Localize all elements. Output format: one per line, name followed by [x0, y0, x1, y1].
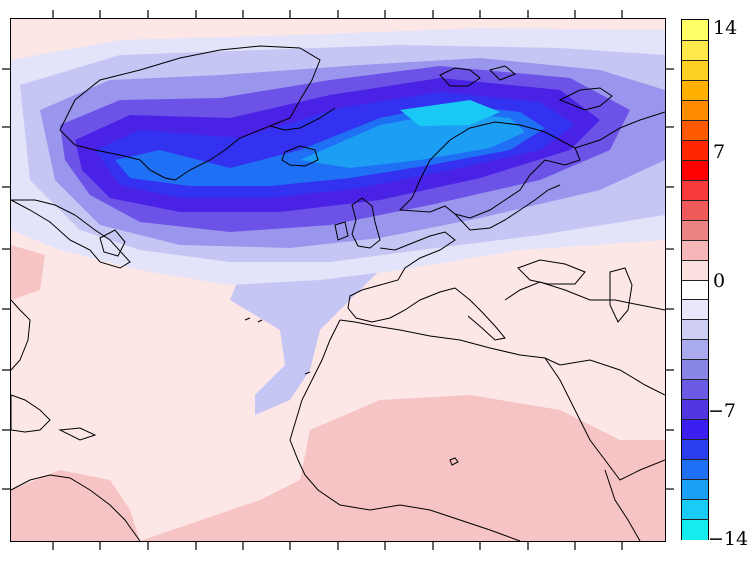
coast-novaya-zemlya	[558, 87, 613, 111]
colorbar-segment	[682, 279, 708, 301]
coast-north-america	[11, 199, 131, 269]
coast-balkans-turkey	[504, 281, 665, 311]
field-pink-spot-west	[11, 245, 45, 300]
coast-iceland	[281, 145, 319, 167]
coast-horn-africa	[604, 469, 641, 541]
colorbar-segment	[682, 99, 708, 121]
colorbar-label-14: 14	[713, 17, 738, 39]
coast-caspian	[609, 267, 633, 323]
map-ticks	[2, 10, 674, 550]
colorbar-label-neg7: −7	[708, 400, 737, 422]
colorbar-segment	[682, 479, 708, 501]
coast-azores	[244, 317, 311, 375]
field-cyan-core	[300, 112, 525, 168]
field-bright-cyan-core	[400, 100, 500, 126]
colorbar-segment	[682, 20, 708, 41]
coast-europe-west	[347, 231, 456, 323]
coast-greenland-east	[269, 107, 336, 131]
colorbar-segment	[682, 179, 708, 201]
coast-arabia	[559, 359, 665, 396]
coast-scandinavia	[398, 121, 581, 219]
colorbar-segment	[682, 259, 708, 281]
coast-east-us	[11, 299, 31, 371]
colorbar-segment	[682, 299, 708, 321]
colorbar-segment	[682, 399, 708, 421]
colorbar-segment	[682, 439, 708, 461]
colorbar-segment	[682, 59, 708, 81]
coast-west-africa	[289, 319, 521, 541]
colorbar-segment	[682, 339, 708, 361]
colorbar-segment	[682, 499, 708, 521]
colorbar-segment	[682, 159, 708, 181]
colorbar	[681, 19, 709, 540]
colorbar-segment	[682, 79, 708, 101]
coast-italy	[454, 287, 506, 341]
colorbar-segment	[682, 239, 708, 261]
coast-canary	[449, 457, 459, 466]
coast-caribbean	[11, 394, 97, 441]
coast-russia-north	[574, 111, 665, 149]
field-pale-pink-west	[11, 200, 300, 450]
colorbar-segment	[682, 379, 708, 401]
colorbar-segment	[682, 519, 708, 540]
colorbar-segment	[682, 359, 708, 381]
colorbar-segment	[682, 119, 708, 141]
colorbar-segment	[682, 219, 708, 241]
coast-british-isles	[334, 197, 381, 249]
field-pink-southwest	[11, 470, 140, 541]
coast-north-africa	[339, 319, 561, 366]
field-pink-sahara	[140, 395, 665, 541]
field-pale-pink-north	[11, 19, 665, 46]
colorbar-segment	[682, 319, 708, 341]
colorbar-segment	[682, 39, 708, 61]
colorbar-label-7: 7	[713, 141, 726, 163]
coast-south-america	[11, 474, 141, 541]
coast-svalbard	[439, 65, 516, 87]
colorbar-label-0: 0	[713, 270, 726, 292]
colorbar-segment	[682, 199, 708, 221]
field-lavender-tongue	[230, 245, 380, 415]
coast-red-sea	[544, 357, 665, 481]
colorbar-segment	[682, 459, 708, 481]
colorbar-segment	[682, 139, 708, 161]
coast-black-sea	[517, 259, 586, 285]
colorbar-label-neg14: −14	[708, 528, 749, 550]
coastlines	[11, 45, 665, 541]
coast-baltic	[454, 184, 561, 231]
map-frame	[10, 18, 666, 542]
coast-newfoundland	[99, 229, 126, 257]
colorbar-segment	[682, 419, 708, 441]
